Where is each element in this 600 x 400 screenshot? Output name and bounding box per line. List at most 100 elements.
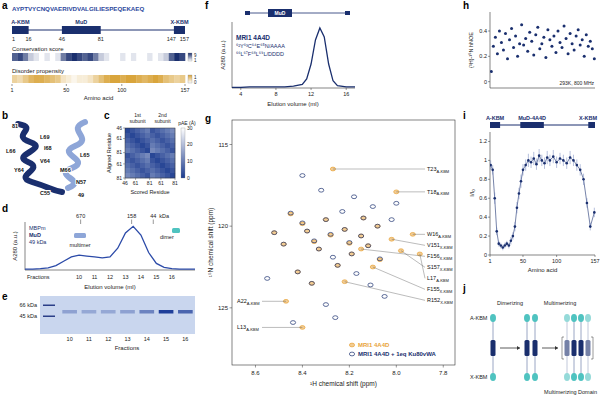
error-bar [594,208,595,217]
pae-cell [150,158,155,163]
peak [366,244,371,248]
tick [522,255,523,257]
tick-label: 100 [552,258,561,264]
track-title: Disorder propensity [12,68,64,74]
error-bar [500,243,501,249]
track-cell [50,75,56,83]
peak [351,195,356,199]
point [544,56,547,59]
error-bar [576,159,577,170]
kbm [585,373,591,381]
position: 16 [26,36,32,42]
pae-cell [125,143,130,148]
error-bar [504,243,505,249]
tick [230,144,233,145]
line: subunit [154,118,171,124]
pae-cell [170,158,175,163]
tick-label: 81 [116,149,122,155]
scale-bar [188,53,192,61]
pae-cell [140,158,145,163]
pae-cell [130,133,135,138]
tick [275,88,276,90]
tick-label: 61 [116,135,122,141]
pae-cell [170,163,175,168]
dimer-icon [172,228,180,233]
pae-cell [155,148,160,153]
pae-cell [170,133,175,138]
peak-label: R152X-KBM [427,297,453,305]
arrow-head [555,346,558,350]
peak-label: F156X-KBM [427,253,452,261]
track-cell [17,75,23,83]
track-cell [104,53,110,61]
peak [316,247,321,251]
pae-cell [145,143,150,148]
point [563,24,566,27]
peak [347,241,352,245]
pae-cell [125,173,130,178]
error-bar [566,158,567,169]
chart-title: MRI1 4A4D [236,34,270,41]
track-cell [93,53,99,61]
x-axis [490,255,595,256]
point [493,197,496,200]
pae-cell [125,148,130,153]
residue-label: I68 [44,145,52,151]
error-bar [549,155,550,166]
point [550,45,553,48]
point [532,54,535,57]
legend-entry: MRI1 4A4D + 1eq Ku80vWA [358,351,437,357]
chain [524,314,530,381]
track-cell [109,53,115,61]
pae-cell [125,153,130,158]
point [569,156,572,159]
residue: T18 [427,189,436,195]
point [508,244,511,247]
kbm [532,314,538,322]
state-label: dimer [160,234,174,240]
pae-cell [140,143,145,148]
track-cell [120,75,126,83]
point [538,47,541,50]
point [528,31,531,34]
pae-cell [160,128,165,133]
point [565,162,568,165]
point [583,55,586,58]
point [543,162,546,165]
peak [312,240,317,244]
marker-band [43,305,55,307]
kbm [490,373,496,381]
axis-title: Aligned Residue [106,133,112,173]
frame [232,120,455,365]
band [101,310,116,314]
peak [359,234,364,238]
tick [396,365,397,368]
point [510,27,513,30]
x-axis [25,270,195,271]
leader [345,282,425,301]
point [552,35,555,38]
pae-cell [150,128,155,133]
peak [382,295,387,299]
peak [309,281,314,285]
tick-label: 0.4 [479,214,487,220]
point [586,202,589,205]
point [526,50,529,53]
peak [316,247,321,251]
fraction-label: 14 [138,274,144,280]
point [589,40,592,43]
error-bar [583,174,584,185]
peak [342,228,347,232]
legend-entry: MRI1 4A4D [358,342,390,348]
point [500,41,503,44]
point [538,154,541,157]
peak [330,255,335,259]
pae-cell [160,168,165,173]
chain [585,314,591,381]
point [514,225,517,228]
pae-cell [160,153,165,158]
error-bar [536,158,537,169]
tick-label: 8 [274,91,277,97]
point [510,240,513,243]
point [516,206,519,209]
